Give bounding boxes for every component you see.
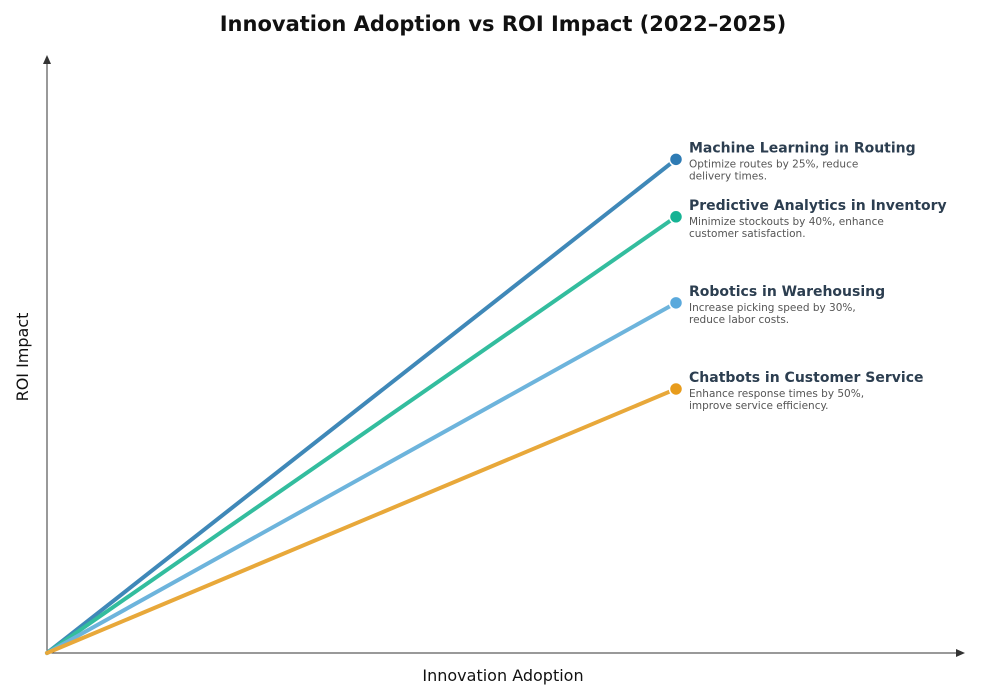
series-3: Chatbots in Customer Service Enhance resp… xyxy=(45,370,924,655)
series-description-line: Enhance response times by 50%, xyxy=(689,388,864,400)
x-axis-arrow xyxy=(956,649,965,657)
series-name-label: Predictive Analytics in Inventory xyxy=(689,198,947,214)
series-line xyxy=(45,386,678,655)
series-name-label: Chatbots in Customer Service xyxy=(689,370,924,386)
series-layer: Machine Learning in Routing Optimize rout… xyxy=(45,140,947,655)
series-description-line: Increase picking speed by 30%, xyxy=(689,302,856,314)
series-description-line: delivery times. xyxy=(689,170,767,182)
y-axis-arrow xyxy=(43,55,51,64)
series-1: Predictive Analytics in Inventory Minimiz… xyxy=(45,198,947,655)
series-line xyxy=(45,157,678,655)
series-description-line: customer satisfaction. xyxy=(689,228,806,240)
series-line xyxy=(45,300,678,655)
series-endpoint-marker xyxy=(668,295,684,311)
series-2: Robotics in Warehousing Increase picking … xyxy=(45,284,885,655)
series-description-line: Minimize stockouts by 40%, enhance xyxy=(689,216,884,228)
series-description-line: Optimize routes by 25%, reduce xyxy=(689,158,858,170)
x-axis-label: Innovation Adoption xyxy=(422,666,583,685)
series-endpoint-marker xyxy=(668,209,684,225)
series-description-line: improve service efficiency. xyxy=(689,400,829,412)
series-0: Machine Learning in Routing Optimize rout… xyxy=(45,140,916,655)
series-line xyxy=(45,214,678,655)
axes xyxy=(43,55,965,657)
series-name-label: Machine Learning in Routing xyxy=(689,140,916,156)
series-description-line: reduce labor costs. xyxy=(689,314,789,326)
y-axis-label: ROI Impact xyxy=(13,313,32,402)
chart-title: Innovation Adoption vs ROI Impact (2022–… xyxy=(220,12,787,36)
series-name-label: Robotics in Warehousing xyxy=(689,284,885,300)
series-endpoint-marker xyxy=(668,152,684,167)
series-endpoint-marker xyxy=(668,381,684,397)
